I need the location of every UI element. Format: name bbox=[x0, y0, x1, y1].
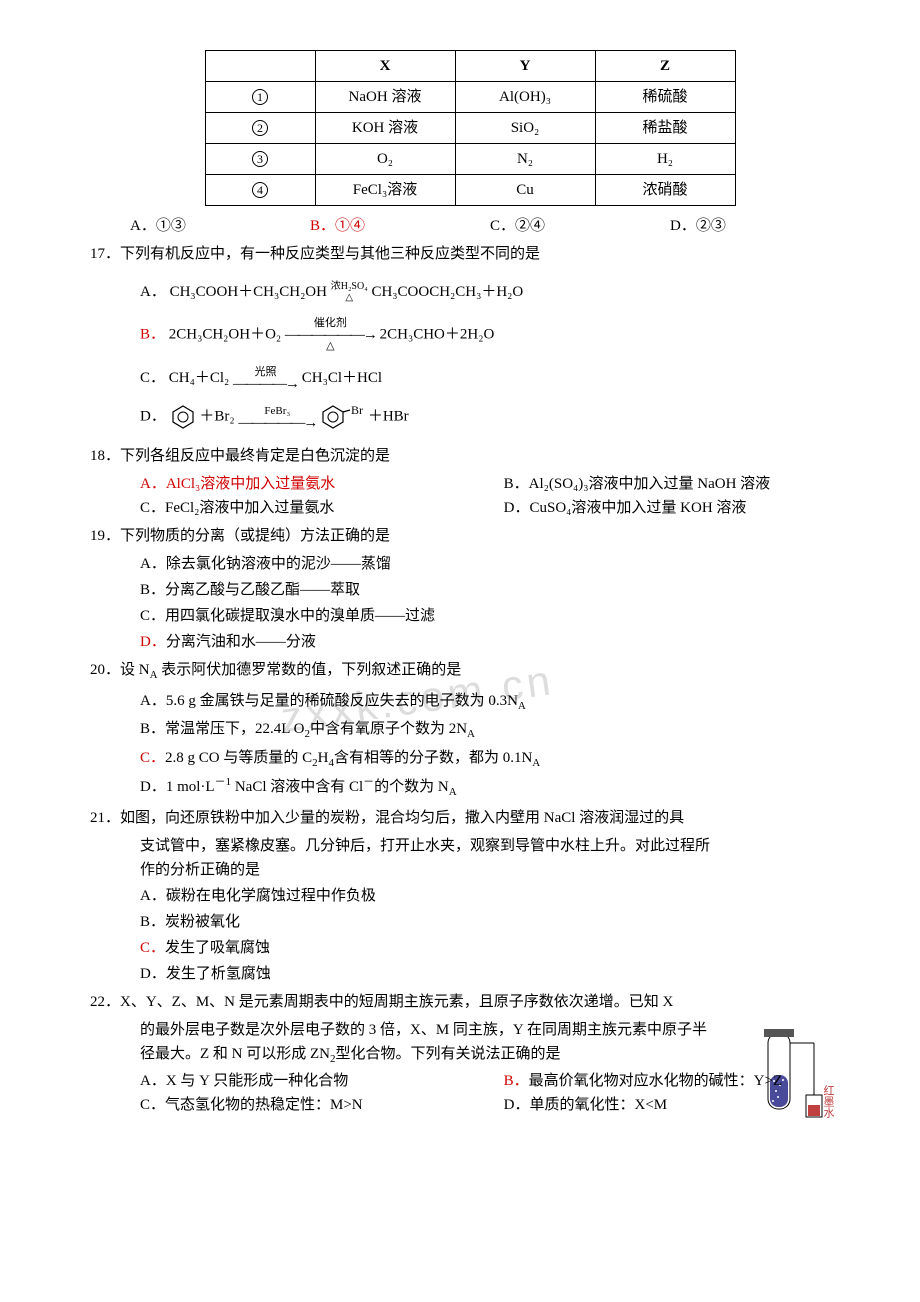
cell: NaOH 溶液 bbox=[315, 82, 455, 113]
th-z: Z bbox=[595, 51, 735, 82]
plus-hbr: ＋HBr bbox=[368, 409, 409, 425]
opt-d: D．②③ bbox=[670, 214, 850, 238]
q16-options: A．①③ B．①④ C．②④ D．②③ bbox=[130, 214, 850, 238]
cell: FeCl₃溶液 bbox=[315, 175, 455, 206]
row-idx: 2 bbox=[205, 113, 315, 144]
q17-opt-b: B． 2CH₃CH₂OH＋O₂ 催化剂 ——————→ △ 2CH₃CHO＋2H… bbox=[140, 318, 850, 352]
cell: SiO₂ bbox=[455, 113, 595, 144]
opt-a: A．①③ bbox=[130, 214, 310, 238]
opt-c: C．2.8 g CO 与等质量的 C2H4含有相等的分子数，都为 0.1NA bbox=[140, 746, 850, 773]
label-b: B． bbox=[504, 1073, 529, 1089]
opt-b: B．①④ bbox=[310, 214, 490, 238]
cell: KOH 溶液 bbox=[315, 113, 455, 144]
th-x: X bbox=[315, 51, 455, 82]
q22-stem-1: 22．X、Y、Z、M、N 是元素周期表中的短周期主族元素，且原子序数依次递增。已… bbox=[90, 990, 850, 1014]
text-d: 分离汽油和水——分液 bbox=[166, 634, 316, 650]
arrow-cond: 浓H₂SO₄△ bbox=[331, 282, 368, 303]
opt-a: A．AlCl₃溶液中加入过量氨水 bbox=[140, 472, 504, 496]
q17-opt-d: D． ＋Br₂ FeBr₃ —————→ Br ＋HBr bbox=[140, 404, 850, 430]
eq-left: CH₃COOH＋CH₃CH₂OH bbox=[170, 284, 327, 300]
label-c: C． bbox=[140, 750, 165, 766]
opt-d: D．发生了析氢腐蚀 bbox=[140, 962, 850, 986]
opt-d: D．分离汽油和水——分液 bbox=[140, 630, 850, 654]
plus-br2: ＋Br₂ bbox=[199, 409, 234, 425]
q22-stem-2: 的最外层电子数是次外层电子数的 3 倍，X、M 同主族，Y 在同周期主族元素中原… bbox=[140, 1018, 850, 1042]
opt-b: B．最高价氧化物对应水化物的碱性：Y>Z bbox=[504, 1069, 850, 1093]
cell: Cu bbox=[455, 175, 595, 206]
label-c: C． bbox=[140, 940, 165, 956]
q17-opt-a: A． CH₃COOH＋CH₃CH₂OH 浓H₂SO₄△ CH₃COOCH₂CH₃… bbox=[140, 280, 850, 304]
eq-left: CH₄＋Cl₂ bbox=[169, 370, 229, 386]
q19-stem: 19．下列物质的分离（或提纯）方法正确的是 bbox=[90, 524, 850, 548]
cell: 稀盐酸 bbox=[595, 113, 735, 144]
eq-right: 2CH₃CHO＋2H₂O bbox=[380, 326, 495, 342]
table-row: 4 FeCl₃溶液 Cu 浓硝酸 bbox=[205, 175, 735, 206]
table-header-row: X Y Z bbox=[205, 51, 735, 82]
opt-a: A．X 与 Y 只能形成一种化合物 bbox=[140, 1069, 504, 1093]
eq-right: CH₃Cl＋HCl bbox=[302, 370, 382, 386]
q22-row1: A．X 与 Y 只能形成一种化合物 B．最高价氧化物对应水化物的碱性：Y>Z bbox=[140, 1069, 850, 1093]
q18-stem: 18．下列各组反应中最终肯定是白色沉淀的是 bbox=[90, 444, 850, 468]
reagent-table: X Y Z 1 NaOH 溶液 Al(OH)₃ 稀硫酸 2 KOH 溶液 SiO… bbox=[205, 50, 736, 206]
q22-stem-3: 径最大。Z 和 N 可以形成 ZN2型化合物。下列有关说法正确的是 bbox=[140, 1042, 850, 1069]
opt-b: B．炭粉被氧化 bbox=[140, 910, 850, 934]
q21-stem-2: 支试管中，塞紧橡皮塞。几分钟后，打开止水夹，观察到导管中水柱上升。对此过程所 bbox=[140, 834, 850, 858]
opt-b: B．Al₂(SO₄)₃溶液中加入过量 NaOH 溶液 bbox=[504, 472, 850, 496]
benzene-br-icon: Br bbox=[320, 404, 364, 430]
label-d: D． bbox=[140, 409, 166, 425]
opt-a: A．碳粉在电化学腐蚀过程中作负极 bbox=[140, 884, 850, 908]
benzene-icon bbox=[170, 404, 196, 430]
cell: H₂ bbox=[595, 144, 735, 175]
svg-text:Br: Br bbox=[351, 404, 363, 417]
cell: N₂ bbox=[455, 144, 595, 175]
th-blank bbox=[205, 51, 315, 82]
opt-b: B．分离乙酸与乙酸乙酯——萃取 bbox=[140, 578, 850, 602]
opt-c: C．发生了吸氧腐蚀 bbox=[140, 936, 850, 960]
q18-row2: C．FeCl₂溶液中加入过量氨水 D．CuSO₄溶液中加入过量 KOH 溶液 bbox=[140, 496, 850, 520]
eq-left: 2CH₃CH₂OH＋O₂ bbox=[169, 326, 281, 342]
opt-d: D．CuSO₄溶液中加入过量 KOH 溶液 bbox=[504, 496, 850, 520]
q20-stem: 20．设 NA 表示阿伏加德罗常数的值，下列叙述正确的是 bbox=[90, 658, 850, 685]
opt-a: A．除去氯化钠溶液中的泥沙——蒸馏 bbox=[140, 552, 850, 576]
row-idx: 1 bbox=[205, 82, 315, 113]
q17-opt-c: C． CH₄＋Cl₂ 光照 ————→ CH₃Cl＋HCl bbox=[140, 366, 850, 390]
text-c: 发生了吸氧腐蚀 bbox=[165, 940, 270, 956]
cell: Al(OH)₃ bbox=[455, 82, 595, 113]
row-idx: 4 bbox=[205, 175, 315, 206]
opt-c: C．气态氢化物的热稳定性：M>N bbox=[140, 1093, 504, 1117]
cell: O₂ bbox=[315, 144, 455, 175]
opt-a: A．5.6 g 金属铁与足量的稀硫酸反应失去的电子数为 0.3NA bbox=[140, 689, 850, 716]
text-b: 最高价氧化物对应水化物的碱性：Y>Z bbox=[529, 1073, 782, 1089]
text-c: 2.8 g CO 与等质量的 C2H4含有相等的分子数，都为 0.1NA bbox=[165, 750, 540, 766]
row-idx: 3 bbox=[205, 144, 315, 175]
opt-b: B．常温常压下，22.4L O2中含有氧原子个数为 2NA bbox=[140, 717, 850, 744]
cell: 浓硝酸 bbox=[595, 175, 735, 206]
opt-c: C．②④ bbox=[490, 214, 670, 238]
q22-row2: C．气态氢化物的热稳定性：M>N D．单质的氧化性：X<M bbox=[140, 1093, 850, 1117]
table-row: 2 KOH 溶液 SiO₂ 稀盐酸 bbox=[205, 113, 735, 144]
th-y: Y bbox=[455, 51, 595, 82]
opt-d: D．1 mol·L－1 NaCl 溶液中含有 Cl－的个数为 NA bbox=[140, 774, 850, 802]
reaction-arrow: FeBr₃ —————→ bbox=[238, 406, 316, 429]
q21-stem-3: 作的分析正确的是 bbox=[140, 858, 850, 882]
opt-c: C．用四氯化碳提取溴水中的溴单质——过滤 bbox=[140, 604, 850, 628]
q21-stem-1: 21．如图，向还原铁粉中加入少量的炭粉，混合均匀后，撒入内壁用 NaCl 溶液润… bbox=[90, 806, 850, 830]
table-row: 3 O₂ N₂ H₂ bbox=[205, 144, 735, 175]
q17-stem: 17．下列有机反应中，有一种反应类型与其他三种反应类型不同的是 bbox=[90, 242, 850, 266]
label-d: D． bbox=[140, 634, 166, 650]
opt-c: C．FeCl₂溶液中加入过量氨水 bbox=[140, 496, 504, 520]
table-row: 1 NaOH 溶液 Al(OH)₃ 稀硫酸 bbox=[205, 82, 735, 113]
eq-right: CH₃COOCH₂CH₃＋H₂O bbox=[371, 284, 523, 300]
reaction-arrow: 催化剂 ——————→ △ bbox=[285, 318, 376, 352]
reaction-arrow: 光照 ————→ bbox=[233, 367, 298, 390]
label-b: B． bbox=[140, 326, 165, 342]
label-a: A． bbox=[140, 284, 166, 300]
label-c: C． bbox=[140, 370, 165, 386]
opt-d: D．单质的氧化性：X<M bbox=[504, 1093, 850, 1117]
q18-row1: A．AlCl₃溶液中加入过量氨水 B．Al₂(SO₄)₃溶液中加入过量 NaOH… bbox=[140, 472, 850, 496]
cell: 稀硫酸 bbox=[595, 82, 735, 113]
